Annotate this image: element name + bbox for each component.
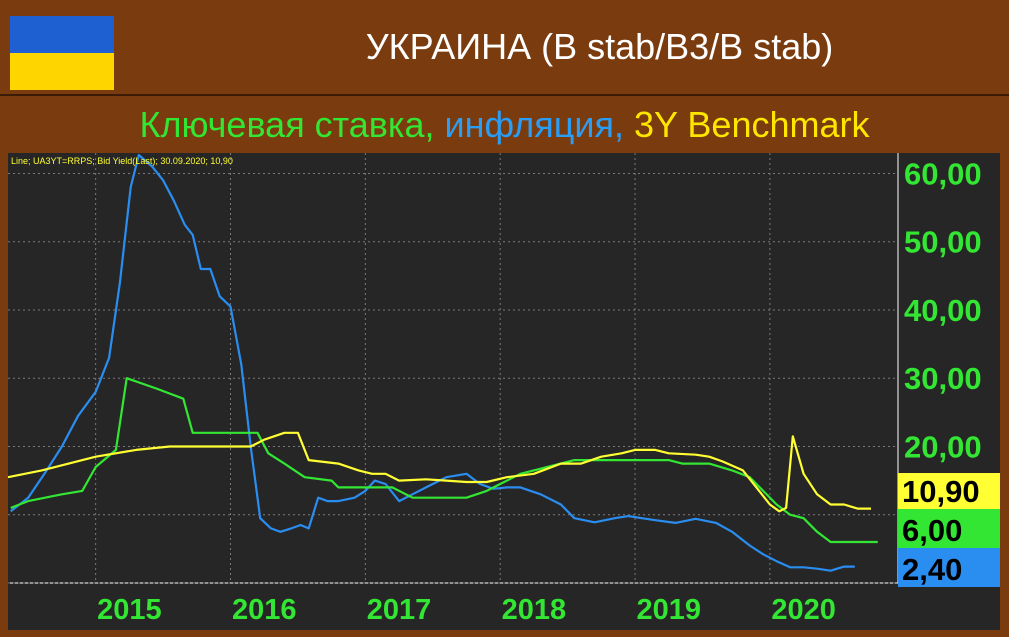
series-layer (7, 153, 878, 572)
y-gridlines (8, 172, 898, 584)
x-tick-label: 2018 (502, 594, 567, 626)
last-value-box (898, 509, 1000, 548)
last-value-label: 10,90 (902, 474, 980, 509)
last-value-label: 2,40 (902, 552, 962, 587)
chart-subtitle: Ключевая ставка, инфляция, 3Y Benchmark (0, 104, 1009, 146)
ukraine-flag-icon (10, 16, 114, 90)
subtitle-benchmark: 3Y Benchmark (624, 104, 870, 145)
inflation-line (10, 153, 855, 572)
last-value-box (898, 548, 1000, 587)
x-tick-label: 2019 (636, 594, 701, 626)
y-tick-label: 40,00 (904, 293, 982, 328)
chart-annotation: Line; UA3YT=RRPS; Bid Yield(Last); 30.09… (11, 156, 233, 166)
chart: Line; UA3YT=RRPS; Bid Yield(Last); 30.09… (7, 153, 1000, 630)
flag-blue-band (10, 16, 114, 53)
x-tick-label: 2016 (232, 594, 297, 626)
x-tick-label: 2020 (771, 594, 836, 626)
x-tick-label: 2015 (97, 594, 162, 626)
flag-yellow-band (10, 53, 114, 90)
header: УКРАИНА (B stab/B3/B stab) (0, 0, 1009, 94)
last-value-box (898, 473, 1000, 509)
header-divider (0, 94, 1009, 96)
last-value-labels: 10,90 6,00 2,40 (898, 473, 1000, 587)
page-title: УКРАИНА (B stab/B3/B stab) (365, 26, 834, 67)
subtitle-inflation: инфляция, (434, 104, 625, 145)
key-rate-line (10, 377, 878, 544)
subtitle-key-rate: Ключевая ставка, (139, 104, 435, 145)
x-gridlines (95, 153, 771, 583)
benchmark-line (7, 431, 871, 513)
last-value-label: 6,00 (902, 513, 962, 548)
x-tick-label: 2017 (367, 594, 432, 626)
y-tick-label: 30,00 (904, 361, 982, 396)
y-tick-label: 60,00 (904, 156, 982, 191)
x-tick-labels: 2015 2016 2017 2018 2019 2020 (97, 594, 836, 626)
y-tick-labels: 20,00 30,00 40,00 50,00 60,00 (904, 156, 982, 464)
y-tick-label: 20,00 (904, 429, 982, 464)
y-tick-label: 50,00 (904, 225, 982, 260)
x-axis-area (8, 583, 1000, 630)
plot-area (8, 153, 898, 583)
